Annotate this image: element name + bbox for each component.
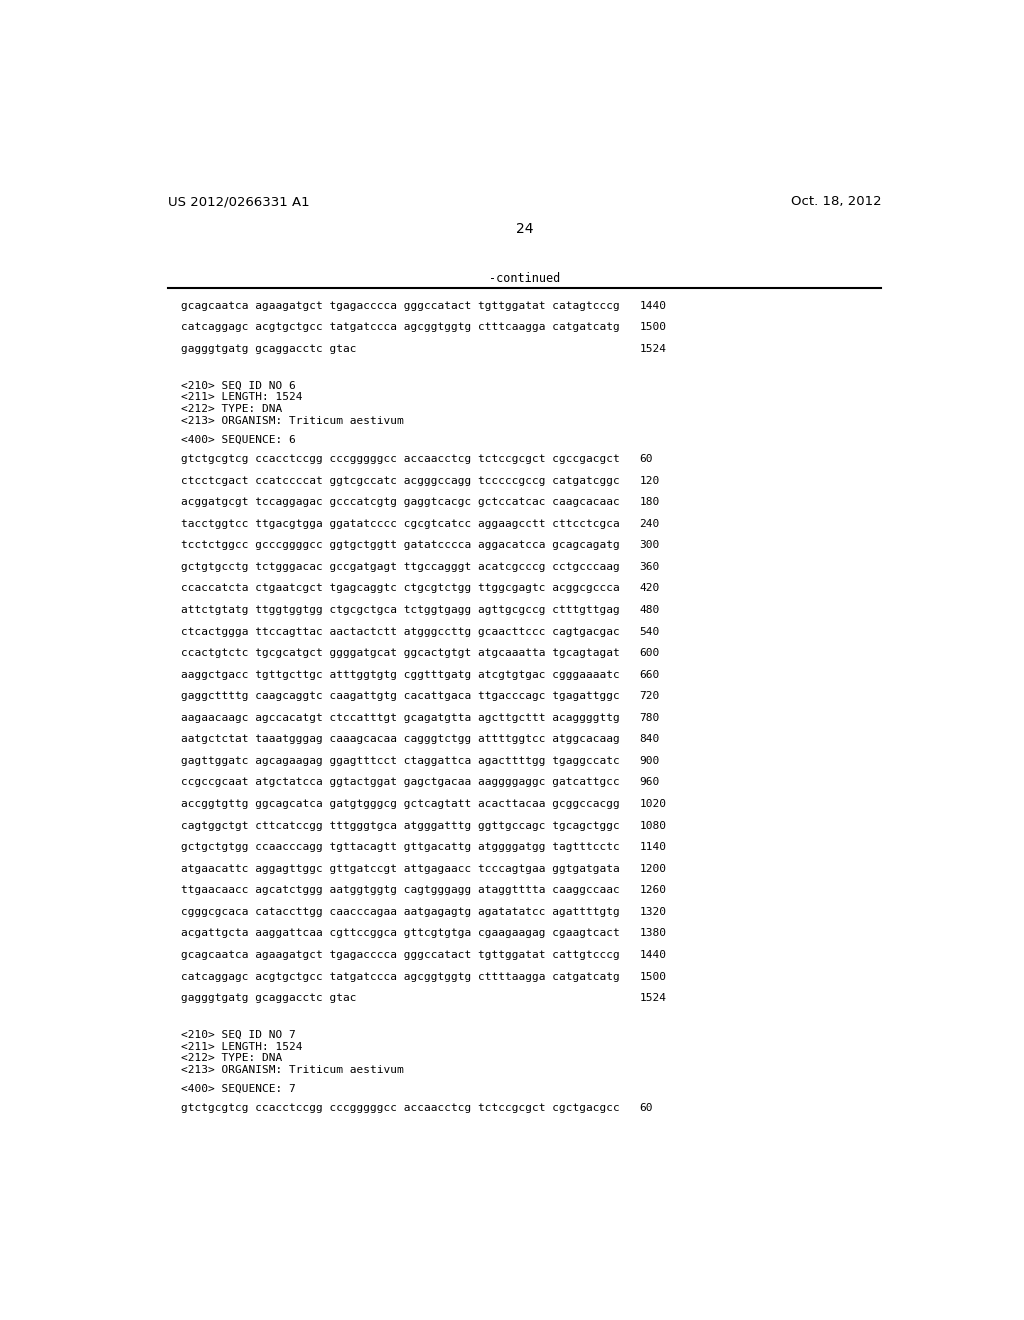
Text: gctgctgtgg ccaacccagg tgttacagtt gttgacattg atggggatgg tagtttcctc: gctgctgtgg ccaacccagg tgttacagtt gttgaca… bbox=[180, 842, 620, 853]
Text: Oct. 18, 2012: Oct. 18, 2012 bbox=[791, 195, 882, 209]
Text: catcaggagc acgtgctgcc tatgatccca agcggtggtg ctttcaagga catgatcatg: catcaggagc acgtgctgcc tatgatccca agcggtg… bbox=[180, 322, 620, 333]
Text: acggatgcgt tccaggagac gcccatcgtg gaggtcacgc gctccatcac caagcacaac: acggatgcgt tccaggagac gcccatcgtg gaggtca… bbox=[180, 498, 620, 507]
Text: 780: 780 bbox=[640, 713, 659, 723]
Text: 180: 180 bbox=[640, 498, 659, 507]
Text: 1260: 1260 bbox=[640, 886, 667, 895]
Text: ccgccgcaat atgctatcca ggtactggat gagctgacaa aaggggaggc gatcattgcc: ccgccgcaat atgctatcca ggtactggat gagctga… bbox=[180, 777, 620, 788]
Text: 540: 540 bbox=[640, 627, 659, 636]
Text: -continued: -continued bbox=[489, 272, 560, 285]
Text: 24: 24 bbox=[516, 222, 534, 235]
Text: 1500: 1500 bbox=[640, 322, 667, 333]
Text: 660: 660 bbox=[640, 669, 659, 680]
Text: 960: 960 bbox=[640, 777, 659, 788]
Text: ctcactggga ttccagttac aactactctt atgggccttg gcaacttccc cagtgacgac: ctcactggga ttccagttac aactactctt atgggcc… bbox=[180, 627, 620, 636]
Text: gcagcaatca agaagatgct tgagacccca gggccatact tgttggatat catagtcccg: gcagcaatca agaagatgct tgagacccca gggccat… bbox=[180, 301, 620, 310]
Text: 480: 480 bbox=[640, 605, 659, 615]
Text: 900: 900 bbox=[640, 756, 659, 766]
Text: 1440: 1440 bbox=[640, 950, 667, 960]
Text: atgaacattc aggagttggc gttgatccgt attgagaacc tcccagtgaa ggtgatgata: atgaacattc aggagttggc gttgatccgt attgaga… bbox=[180, 863, 620, 874]
Text: <210> SEQ ID NO 7: <210> SEQ ID NO 7 bbox=[180, 1030, 296, 1040]
Text: 1320: 1320 bbox=[640, 907, 667, 917]
Text: aagaacaagc agccacatgt ctccatttgt gcagatgtta agcttgcttt acaggggttg: aagaacaagc agccacatgt ctccatttgt gcagatg… bbox=[180, 713, 620, 723]
Text: 1140: 1140 bbox=[640, 842, 667, 853]
Text: 420: 420 bbox=[640, 583, 659, 594]
Text: <213> ORGANISM: Triticum aestivum: <213> ORGANISM: Triticum aestivum bbox=[180, 416, 403, 425]
Text: <400> SEQUENCE: 7: <400> SEQUENCE: 7 bbox=[180, 1084, 296, 1094]
Text: 1524: 1524 bbox=[640, 993, 667, 1003]
Text: cagtggctgt cttcatccgg tttgggtgca atgggatttg ggttgccagc tgcagctggc: cagtggctgt cttcatccgg tttgggtgca atgggat… bbox=[180, 821, 620, 830]
Text: <212> TYPE: DNA: <212> TYPE: DNA bbox=[180, 1053, 282, 1063]
Text: 1440: 1440 bbox=[640, 301, 667, 310]
Text: <210> SEQ ID NO 6: <210> SEQ ID NO 6 bbox=[180, 381, 296, 391]
Text: 840: 840 bbox=[640, 734, 659, 744]
Text: <211> LENGTH: 1524: <211> LENGTH: 1524 bbox=[180, 1041, 302, 1052]
Text: 600: 600 bbox=[640, 648, 659, 659]
Text: gagttggatc agcagaagag ggagtttcct ctaggattca agacttttgg tgaggccatc: gagttggatc agcagaagag ggagtttcct ctaggat… bbox=[180, 756, 620, 766]
Text: tacctggtcc ttgacgtgga ggatatcccc cgcgtcatcc aggaagcctt cttcctcgca: tacctggtcc ttgacgtgga ggatatcccc cgcgtca… bbox=[180, 519, 620, 529]
Text: attctgtatg ttggtggtgg ctgcgctgca tctggtgagg agttgcgccg ctttgttgag: attctgtatg ttggtggtgg ctgcgctgca tctggtg… bbox=[180, 605, 620, 615]
Text: <212> TYPE: DNA: <212> TYPE: DNA bbox=[180, 404, 282, 414]
Text: catcaggagc acgtgctgcc tatgatccca agcggtggtg cttttaagga catgatcatg: catcaggagc acgtgctgcc tatgatccca agcggtg… bbox=[180, 972, 620, 982]
Text: <213> ORGANISM: Triticum aestivum: <213> ORGANISM: Triticum aestivum bbox=[180, 1065, 403, 1074]
Text: <400> SEQUENCE: 6: <400> SEQUENCE: 6 bbox=[180, 434, 296, 445]
Text: ctcctcgact ccatccccat ggtcgccatc acgggccagg tcccccgccg catgatcggc: ctcctcgact ccatccccat ggtcgccatc acgggcc… bbox=[180, 475, 620, 486]
Text: 1020: 1020 bbox=[640, 799, 667, 809]
Text: gagggtgatg gcaggacctc gtac: gagggtgatg gcaggacctc gtac bbox=[180, 345, 356, 354]
Text: acgattgcta aaggattcaa cgttccggca gttcgtgtga cgaagaagag cgaagtcact: acgattgcta aaggattcaa cgttccggca gttcgtg… bbox=[180, 928, 620, 939]
Text: 240: 240 bbox=[640, 519, 659, 529]
Text: 1200: 1200 bbox=[640, 863, 667, 874]
Text: 60: 60 bbox=[640, 454, 653, 465]
Text: 1500: 1500 bbox=[640, 972, 667, 982]
Text: 1524: 1524 bbox=[640, 345, 667, 354]
Text: ttgaacaacc agcatctggg aatggtggtg cagtgggagg ataggtttta caaggccaac: ttgaacaacc agcatctggg aatggtggtg cagtggg… bbox=[180, 886, 620, 895]
Text: cgggcgcaca cataccttgg caacccagaa aatgagagtg agatatatcc agattttgtg: cgggcgcaca cataccttgg caacccagaa aatgaga… bbox=[180, 907, 620, 917]
Text: ccaccatcta ctgaatcgct tgagcaggtc ctgcgtctgg ttggcgagtc acggcgccca: ccaccatcta ctgaatcgct tgagcaggtc ctgcgtc… bbox=[180, 583, 620, 594]
Text: aaggctgacc tgttgcttgc atttggtgtg cggtttgatg atcgtgtgac cgggaaaatc: aaggctgacc tgttgcttgc atttggtgtg cggtttg… bbox=[180, 669, 620, 680]
Text: 120: 120 bbox=[640, 475, 659, 486]
Text: 1080: 1080 bbox=[640, 821, 667, 830]
Text: 720: 720 bbox=[640, 692, 659, 701]
Text: 360: 360 bbox=[640, 562, 659, 572]
Text: gcagcaatca agaagatgct tgagacccca gggccatact tgttggatat cattgtcccg: gcagcaatca agaagatgct tgagacccca gggccat… bbox=[180, 950, 620, 960]
Text: aatgctctat taaatgggag caaagcacaa cagggtctgg attttggtcc atggcacaag: aatgctctat taaatgggag caaagcacaa cagggtc… bbox=[180, 734, 620, 744]
Text: US 2012/0266331 A1: US 2012/0266331 A1 bbox=[168, 195, 310, 209]
Text: ccactgtctc tgcgcatgct ggggatgcat ggcactgtgt atgcaaatta tgcagtagat: ccactgtctc tgcgcatgct ggggatgcat ggcactg… bbox=[180, 648, 620, 659]
Text: tcctctggcc gcccggggcc ggtgctggtt gatatcccca aggacatcca gcagcagatg: tcctctggcc gcccggggcc ggtgctggtt gatatcc… bbox=[180, 540, 620, 550]
Text: gtctgcgtcg ccacctccgg cccgggggcc accaacctcg tctccgcgct cgccgacgct: gtctgcgtcg ccacctccgg cccgggggcc accaacc… bbox=[180, 454, 620, 465]
Text: accggtgttg ggcagcatca gatgtgggcg gctcagtatt acacttacaa gcggccacgg: accggtgttg ggcagcatca gatgtgggcg gctcagt… bbox=[180, 799, 620, 809]
Text: 1380: 1380 bbox=[640, 928, 667, 939]
Text: gtctgcgtcg ccacctccgg cccgggggcc accaacctcg tctccgcgct cgctgacgcc: gtctgcgtcg ccacctccgg cccgggggcc accaacc… bbox=[180, 1104, 620, 1113]
Text: gagggtgatg gcaggacctc gtac: gagggtgatg gcaggacctc gtac bbox=[180, 993, 356, 1003]
Text: 60: 60 bbox=[640, 1104, 653, 1113]
Text: <211> LENGTH: 1524: <211> LENGTH: 1524 bbox=[180, 392, 302, 403]
Text: gctgtgcctg tctgggacac gccgatgagt ttgccagggt acatcgcccg cctgcccaag: gctgtgcctg tctgggacac gccgatgagt ttgccag… bbox=[180, 562, 620, 572]
Text: gaggcttttg caagcaggtc caagattgtg cacattgaca ttgacccagc tgagattggc: gaggcttttg caagcaggtc caagattgtg cacattg… bbox=[180, 692, 620, 701]
Text: 300: 300 bbox=[640, 540, 659, 550]
